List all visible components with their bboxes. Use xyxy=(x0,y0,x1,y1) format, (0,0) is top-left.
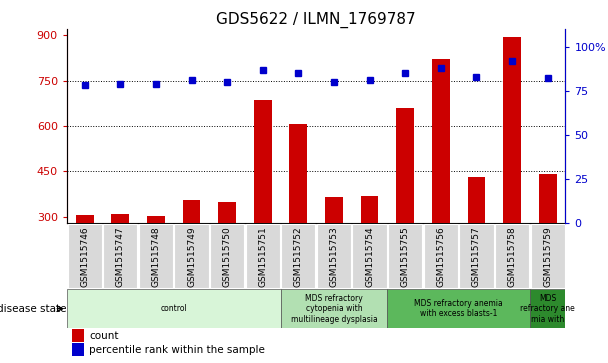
FancyBboxPatch shape xyxy=(103,224,137,288)
Bar xyxy=(468,178,485,307)
Text: MDS
refractory ane
mia with: MDS refractory ane mia with xyxy=(520,294,575,323)
FancyBboxPatch shape xyxy=(388,224,423,288)
Text: GSM1515749: GSM1515749 xyxy=(187,226,196,287)
FancyBboxPatch shape xyxy=(531,224,565,288)
FancyBboxPatch shape xyxy=(282,224,316,288)
FancyBboxPatch shape xyxy=(67,289,280,328)
FancyBboxPatch shape xyxy=(317,224,351,288)
Bar xyxy=(254,100,272,307)
FancyBboxPatch shape xyxy=(139,224,173,288)
Text: control: control xyxy=(161,304,187,313)
FancyBboxPatch shape xyxy=(424,224,458,288)
Text: GSM1515754: GSM1515754 xyxy=(365,226,374,287)
Bar xyxy=(72,343,85,356)
Text: percentile rank within the sample: percentile rank within the sample xyxy=(89,345,265,355)
FancyBboxPatch shape xyxy=(246,224,280,288)
Text: GSM1515751: GSM1515751 xyxy=(258,226,268,287)
Text: GSM1515752: GSM1515752 xyxy=(294,226,303,287)
Text: GSM1515753: GSM1515753 xyxy=(330,226,339,287)
FancyBboxPatch shape xyxy=(67,224,102,288)
Bar xyxy=(325,197,343,307)
FancyBboxPatch shape xyxy=(174,224,209,288)
Bar xyxy=(111,215,129,307)
Text: MDS refractory anemia
with excess blasts-1: MDS refractory anemia with excess blasts… xyxy=(414,299,503,318)
Text: GSM1515750: GSM1515750 xyxy=(223,226,232,287)
FancyBboxPatch shape xyxy=(353,224,387,288)
Text: disease state: disease state xyxy=(0,304,67,314)
Bar xyxy=(396,108,414,307)
Text: count: count xyxy=(89,331,119,341)
FancyBboxPatch shape xyxy=(387,289,530,328)
Bar xyxy=(182,200,201,307)
Bar xyxy=(361,196,378,307)
Text: GSM1515758: GSM1515758 xyxy=(508,226,517,287)
Text: GSM1515759: GSM1515759 xyxy=(543,226,552,287)
Bar xyxy=(289,125,307,307)
Text: GSM1515755: GSM1515755 xyxy=(401,226,410,287)
Text: MDS refractory
cytopenia with
multilineage dysplasia: MDS refractory cytopenia with multilinea… xyxy=(291,294,378,323)
FancyBboxPatch shape xyxy=(280,289,387,328)
Text: GSM1515747: GSM1515747 xyxy=(116,226,125,287)
Bar xyxy=(76,215,94,307)
FancyBboxPatch shape xyxy=(210,224,244,288)
Bar xyxy=(72,330,85,342)
FancyBboxPatch shape xyxy=(530,289,565,328)
Bar xyxy=(432,59,450,307)
Bar xyxy=(503,37,521,307)
Text: GSM1515748: GSM1515748 xyxy=(151,226,161,287)
Bar xyxy=(218,202,236,307)
Title: GDS5622 / ILMN_1769787: GDS5622 / ILMN_1769787 xyxy=(216,12,416,28)
FancyBboxPatch shape xyxy=(495,224,529,288)
FancyBboxPatch shape xyxy=(459,224,494,288)
Bar xyxy=(147,216,165,307)
Text: GSM1515756: GSM1515756 xyxy=(437,226,445,287)
Text: GSM1515757: GSM1515757 xyxy=(472,226,481,287)
Bar xyxy=(539,174,556,307)
Text: GSM1515746: GSM1515746 xyxy=(80,226,89,287)
